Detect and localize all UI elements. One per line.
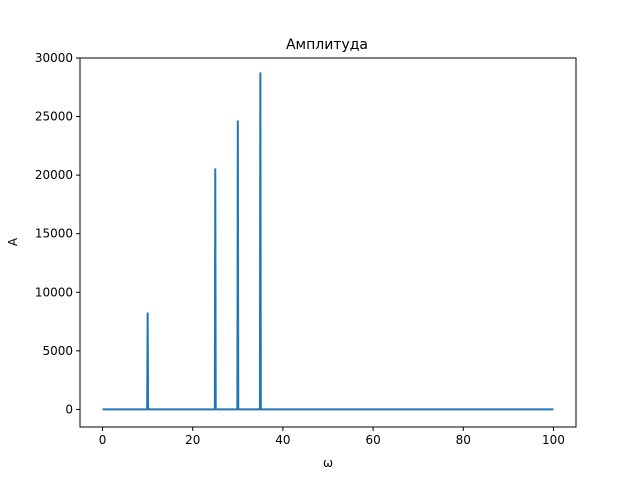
y-tick-label: 30000 bbox=[35, 51, 73, 65]
plot-frame bbox=[79, 57, 577, 428]
y-tick-label: 0 bbox=[65, 402, 73, 416]
chart-title: Амплитуда bbox=[286, 37, 368, 53]
series-layer bbox=[102, 72, 554, 411]
x-tick-label: 60 bbox=[365, 433, 380, 447]
y-tick-label: 10000 bbox=[35, 285, 73, 299]
y-tick-label: 5000 bbox=[42, 344, 73, 358]
x-axis-label: ω bbox=[323, 456, 333, 470]
y-axis-label: A bbox=[6, 237, 20, 246]
amplitude-series-line bbox=[102, 72, 554, 411]
y-tick-label: 25000 bbox=[35, 110, 73, 124]
x-tick-label: 40 bbox=[275, 433, 290, 447]
x-tick-label: 20 bbox=[185, 433, 200, 447]
y-tick-label: 15000 bbox=[35, 227, 73, 241]
x-tick-label: 0 bbox=[99, 433, 107, 447]
x-tick-label: 80 bbox=[456, 433, 471, 447]
y-tick-label: 20000 bbox=[35, 168, 73, 182]
x-tick-label: 100 bbox=[542, 433, 565, 447]
ticks-layer: 0 20 40 60 80 100 0 5000 10000 15000 20000 25000 300… bbox=[35, 51, 565, 447]
